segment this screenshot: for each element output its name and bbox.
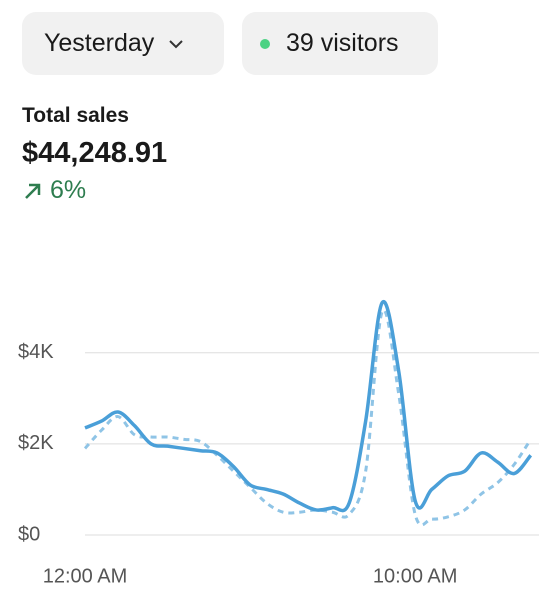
visitors-button[interactable]: 39 visitors (242, 12, 438, 75)
metric-label: Total sales (22, 104, 129, 127)
chevron (169, 39, 183, 48)
metric-change: 6% (22, 176, 86, 205)
y-tick-label: $2K (18, 432, 54, 454)
period-label: Yesterday (44, 29, 155, 57)
x-tick-label: 12:00 AM (43, 565, 128, 587)
period-button[interactable]: Yesterday (22, 12, 224, 75)
up-arrow (25, 183, 41, 199)
y-tick-label: $0 (18, 523, 40, 545)
x-tick-label: 10:00 AM (373, 565, 458, 587)
change-value: 6% (50, 176, 87, 204)
live-dot (260, 38, 270, 49)
metric-value: $44,248.91 (22, 137, 168, 169)
line-series (83, 308, 532, 527)
visitors-label: 39 visitors (286, 29, 399, 57)
line-series (84, 299, 533, 513)
y-tick-label: $4K (18, 341, 54, 363)
